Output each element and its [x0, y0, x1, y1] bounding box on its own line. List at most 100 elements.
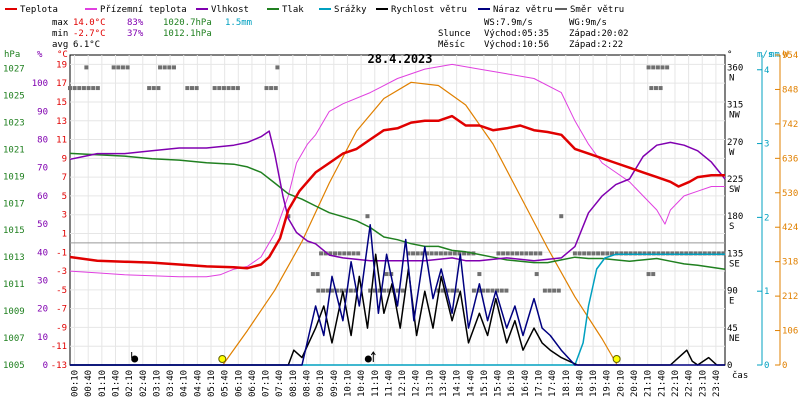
tick-celsius: -5 [56, 286, 67, 296]
tick-time: 14:10 [453, 370, 463, 397]
tick-time: 11:40 [384, 370, 394, 397]
tick-time: 15:40 [494, 370, 504, 397]
x-axis: 00:10 00:40 01:10 01:40 02:10 02:40 03:10 03:40… [71, 370, 722, 397]
tick-time: 23:40 [712, 370, 722, 397]
tick-time: 16:40 [521, 370, 531, 397]
wind-dir-point [217, 86, 222, 91]
moonset-time: Západ:2:22 [569, 40, 623, 50]
sunrise-marker [218, 355, 227, 363]
tick-celsius: 9 [62, 154, 67, 164]
series-line [69, 114, 725, 270]
wind-dir-point [658, 86, 663, 91]
wind-dir-point [377, 288, 382, 293]
tick-w: 954 [782, 51, 798, 61]
wind-dir-point [660, 65, 665, 70]
wind-direction-points [68, 65, 726, 293]
tick-time: 01:40 [111, 370, 121, 397]
wind-dir-point [84, 65, 89, 70]
wind-dir-point [120, 65, 125, 70]
legend-label-temp: Teplota [20, 5, 58, 15]
sunset-time: Západ:20:02 [569, 29, 629, 39]
wind-dir-point [226, 86, 231, 91]
wind-dir-point [316, 288, 321, 293]
wind-dir-point [339, 288, 344, 293]
tick-percent: 80 [37, 136, 48, 146]
wind-dir-point [457, 251, 462, 256]
wind-dir-point [91, 86, 96, 91]
tick-w: 106 [782, 327, 798, 337]
wind-dir-point [702, 251, 707, 256]
wind-dir-point [466, 251, 471, 256]
series-line [69, 152, 726, 271]
tick-celsius: 11 [56, 136, 67, 146]
tick-celsius: -7 [56, 305, 67, 315]
tick-celsius: 3 [62, 211, 67, 221]
wind-dir-point [194, 86, 199, 91]
wind-dir-point [577, 251, 582, 256]
tick-degrees: 225 [727, 175, 743, 185]
wind-dir-point [86, 86, 91, 91]
tick-time: 14:40 [466, 370, 476, 397]
tick-time: 18:40 [575, 370, 585, 397]
stat-rain-total: 1.5mm [225, 18, 252, 28]
wind-dir-point [429, 251, 434, 256]
wind-dir-point [605, 251, 610, 256]
tick-hpa: 1027 [3, 64, 25, 74]
tick-hpa: 1025 [3, 91, 25, 101]
wind-dir-point [269, 86, 274, 91]
sunset-marker [612, 355, 621, 363]
wind-dir-point [450, 288, 455, 293]
wind-dir-point [445, 288, 450, 293]
tick-time: 01:10 [98, 370, 108, 397]
tick-time: 02:40 [139, 370, 149, 397]
stat-max-humidity: 83% [127, 18, 144, 28]
wind-dir-point [384, 272, 389, 277]
wind-dir-point [353, 288, 358, 293]
wind-dir-point [147, 86, 152, 91]
wind-dir-point [158, 65, 163, 70]
tick-celsius: 7 [62, 173, 67, 183]
wind-dir-point [348, 288, 353, 293]
left-axes: hPa% °C1027102510231021101910171015101310… [3, 50, 68, 371]
tick-direction: S [729, 222, 734, 232]
wind-dir-point [591, 251, 596, 256]
axis-title-ms: m/s [757, 50, 773, 60]
tick-hpa: 1023 [3, 118, 25, 128]
tick-time: 06:10 [234, 370, 244, 397]
tick-celsius: 1 [62, 229, 67, 239]
tick-hpa: 1015 [3, 226, 25, 236]
wind-dir-point [273, 86, 278, 91]
wind-dir-point [721, 251, 726, 256]
tick-percent: 30 [37, 276, 48, 286]
wind-dir-point [651, 251, 656, 256]
tick-time: 13:10 [425, 370, 435, 397]
wind-dir-point [496, 251, 501, 256]
wind-dir-point [372, 288, 377, 293]
wind-dir-point [637, 251, 642, 256]
wind-dir-point [501, 251, 506, 256]
sunrise-time: Východ:05:35 [484, 29, 549, 39]
stat-avg-label: avg [52, 40, 68, 50]
tick-time: 03:10 [152, 370, 162, 397]
tick-ms: 3 [764, 140, 769, 150]
wind-dir-point [235, 86, 240, 91]
tick-direction: NE [729, 334, 740, 344]
tick-time: 13:40 [439, 370, 449, 397]
stat-wind-gust: WG:9m/s [569, 18, 607, 28]
tick-hpa: 1009 [3, 307, 25, 317]
tick-hpa: 1021 [3, 145, 25, 155]
wind-dir-point [542, 288, 547, 293]
wind-dir-point [151, 86, 156, 91]
axis-title-mm: mm [769, 50, 780, 60]
tick-time: 21:40 [657, 370, 667, 397]
tick-time: 17:10 [535, 370, 545, 397]
tick-celsius: -3 [56, 267, 67, 277]
tick-percent: 40 [37, 248, 48, 258]
x-axis-label: čas [732, 370, 748, 381]
wind-dir-point [519, 251, 524, 256]
wind-dir-point [485, 288, 490, 293]
tick-percent: 70 [37, 164, 48, 174]
wind-dir-point [600, 251, 605, 256]
wind-dir-point [655, 65, 660, 70]
